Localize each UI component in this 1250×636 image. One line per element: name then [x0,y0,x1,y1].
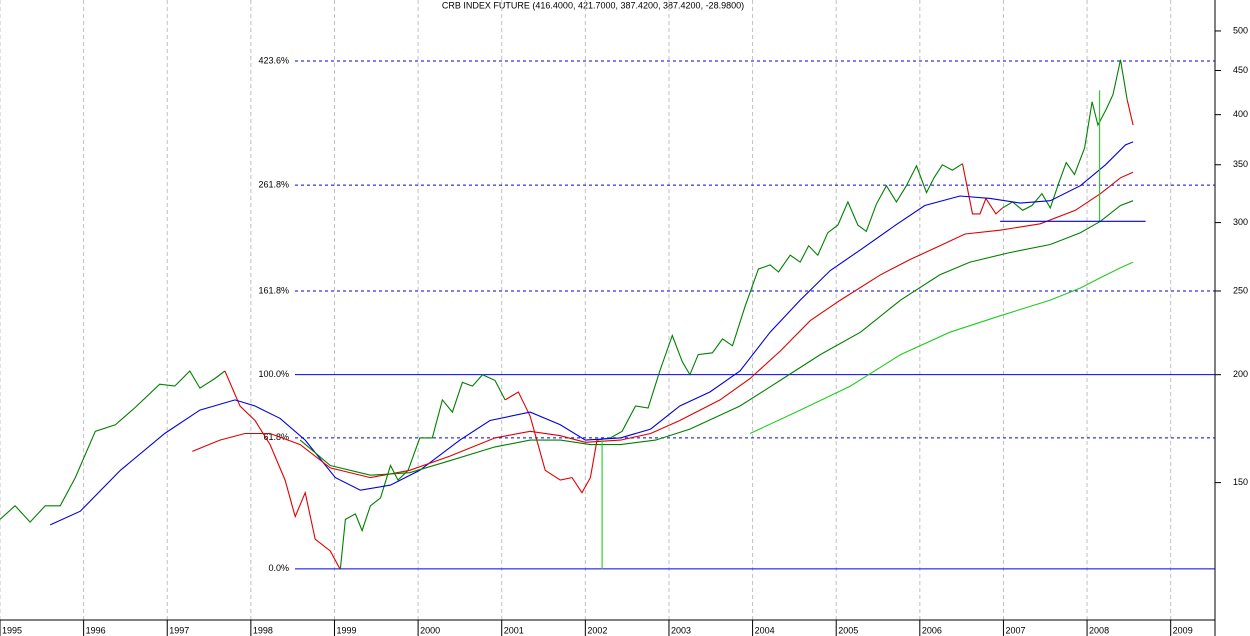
series-line [749,261,1134,434]
x-tick-label: 2005 [838,625,858,635]
x-tick-label: 1999 [336,625,356,635]
level-label: 61.8% [263,432,289,442]
y-tick-label: 350 [1233,159,1248,169]
series-line [961,163,1003,215]
x-tick-label: 1995 [2,625,22,635]
chart-title: CRB INDEX FUTURE (416.4000, 421.7000, 38… [442,0,744,10]
x-tick-label: 2009 [1173,625,1193,635]
x-tick-label: 1997 [169,625,189,635]
series-line [224,370,341,570]
series-line [49,141,1134,526]
series-line [1002,59,1128,211]
y-tick-label: 400 [1233,109,1248,119]
level-label: 100.0% [258,369,289,379]
series-line [596,163,963,441]
series-line [1126,99,1134,126]
series-line [299,200,1134,476]
y-tick-label: 300 [1233,217,1248,227]
y-tick-label: 150 [1233,477,1248,487]
x-tick-label: 2000 [420,625,440,635]
y-tick-label: 200 [1233,369,1248,379]
x-tick-label: 2003 [671,625,691,635]
level-label: 423.6% [258,55,289,65]
x-tick-label: 2006 [922,625,942,635]
y-tick-label: 500 [1233,25,1248,35]
y-tick-label: 450 [1233,65,1248,75]
series-line [0,370,226,523]
y-tick-label: 250 [1233,285,1248,295]
x-tick-label: 2007 [1005,625,1025,635]
series-line [192,171,1134,479]
level-label: 161.8% [258,285,289,295]
x-tick-label: 2001 [504,625,524,635]
series-line [339,374,506,570]
level-label: 0.0% [268,563,289,573]
x-tick-label: 1998 [253,625,273,635]
x-tick-label: 2002 [587,625,607,635]
x-tick-label: 2008 [1089,625,1109,635]
series-line [504,391,598,494]
level-label: 261.8% [258,179,289,189]
x-tick-label: 2004 [755,625,775,635]
x-tick-label: 1996 [86,625,106,635]
